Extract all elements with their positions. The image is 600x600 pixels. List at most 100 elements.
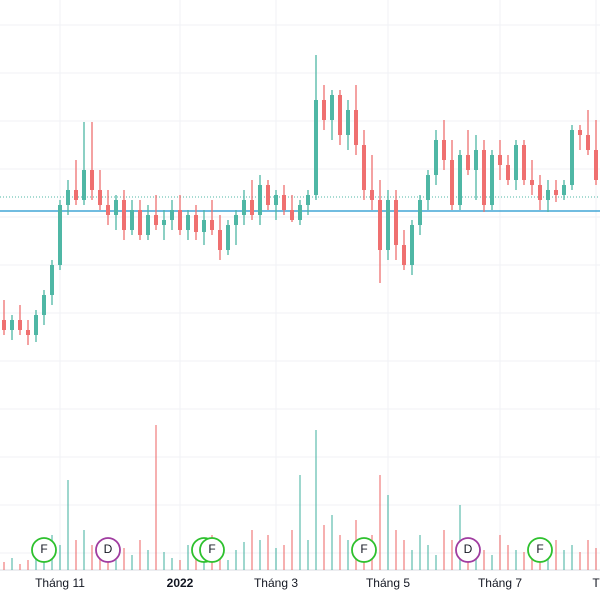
x-axis-band — [0, 571, 600, 600]
candle-body — [162, 220, 166, 225]
candle-body — [66, 190, 70, 205]
volume-bar — [547, 558, 549, 570]
candle-body — [410, 225, 414, 265]
candle-body — [122, 200, 126, 230]
candle-body — [322, 100, 326, 120]
volume-bar — [139, 540, 141, 570]
candle-body — [338, 95, 342, 135]
candle-body — [426, 175, 430, 200]
candle-body — [282, 195, 286, 210]
volume-bar — [83, 530, 85, 570]
volume-bar — [483, 550, 485, 570]
candle-body — [330, 95, 334, 120]
candle-body — [594, 150, 598, 180]
candle-body — [370, 190, 374, 200]
volume-bar — [107, 558, 109, 570]
volume-bar — [243, 542, 245, 570]
volume-bar — [91, 545, 93, 570]
x-tick-label: Tháng 3 — [254, 576, 298, 590]
volume-bar — [35, 555, 37, 570]
volume-bar — [291, 530, 293, 570]
event-label: F — [40, 542, 47, 556]
candle-body — [226, 225, 230, 250]
candle-body — [346, 110, 350, 135]
event-marker — [31, 537, 57, 563]
volume-bar — [595, 548, 597, 570]
event-marker — [455, 537, 481, 563]
volume-bar — [435, 555, 437, 570]
candle-body — [442, 140, 446, 160]
candle-body — [450, 160, 454, 205]
volume-bar — [19, 564, 21, 570]
event-marker — [95, 537, 121, 563]
candle-body — [186, 215, 190, 230]
volume-bar — [323, 525, 325, 570]
volume-bar — [459, 505, 461, 570]
volume-bar — [299, 475, 301, 570]
candle-body — [34, 315, 38, 335]
candle-body — [362, 145, 366, 190]
candle-body — [10, 320, 14, 330]
candle-body — [386, 200, 390, 250]
candle-body — [514, 145, 518, 180]
candle-body — [578, 130, 582, 135]
volume-bar — [179, 560, 181, 570]
volume-bar — [571, 545, 573, 570]
volume-bar — [163, 552, 165, 570]
volume-bar — [11, 558, 13, 570]
candle-body — [26, 330, 30, 335]
candle-body — [466, 155, 470, 170]
volume-bar — [555, 540, 557, 570]
candle-body — [138, 210, 142, 235]
volume-bar — [123, 548, 125, 570]
volume-bar — [147, 550, 149, 570]
candle-body — [234, 215, 238, 225]
candle-body — [130, 210, 134, 230]
volume-bar — [235, 550, 237, 570]
candle-body — [82, 170, 86, 200]
volume-bar — [99, 552, 101, 570]
volume-bar — [331, 515, 333, 570]
candle-body — [498, 155, 502, 165]
candle-body — [290, 210, 294, 220]
candle-body — [394, 200, 398, 245]
event-marker — [527, 537, 553, 563]
volume-bar — [579, 552, 581, 570]
volume-bar — [427, 545, 429, 570]
volume-bar — [131, 555, 133, 570]
volume-bar — [3, 562, 5, 570]
volume-bar — [499, 535, 501, 570]
candle-body — [194, 215, 198, 232]
candle-body — [314, 100, 318, 195]
event-label: F — [360, 542, 367, 556]
volume-bar — [491, 555, 493, 570]
volume-bar — [227, 560, 229, 570]
candle-body — [306, 195, 310, 205]
candle-body — [170, 210, 174, 220]
candle-body — [554, 190, 558, 195]
candle-body — [210, 220, 214, 230]
volume-bar — [379, 475, 381, 570]
candle-body — [18, 320, 22, 330]
candle-body — [178, 210, 182, 230]
candle-body — [354, 110, 358, 145]
volume-bar — [67, 480, 69, 570]
x-tick-label: 2022 — [167, 576, 194, 590]
candle-body — [266, 185, 270, 205]
volume-bar — [443, 530, 445, 570]
candle-body — [418, 200, 422, 225]
volume-bar — [267, 535, 269, 570]
volume-bar — [59, 545, 61, 570]
candle-body — [218, 230, 222, 250]
candle-body — [434, 140, 438, 175]
x-tick-label: T — [592, 576, 600, 590]
candle-body — [114, 200, 118, 215]
candle-body — [98, 190, 102, 205]
volume-bar — [171, 558, 173, 570]
volume-bar — [395, 530, 397, 570]
volume-bar — [587, 540, 589, 570]
volume-bar — [339, 535, 341, 570]
candle-body — [562, 185, 566, 195]
candle-body — [458, 155, 462, 205]
candle-body — [506, 165, 510, 180]
